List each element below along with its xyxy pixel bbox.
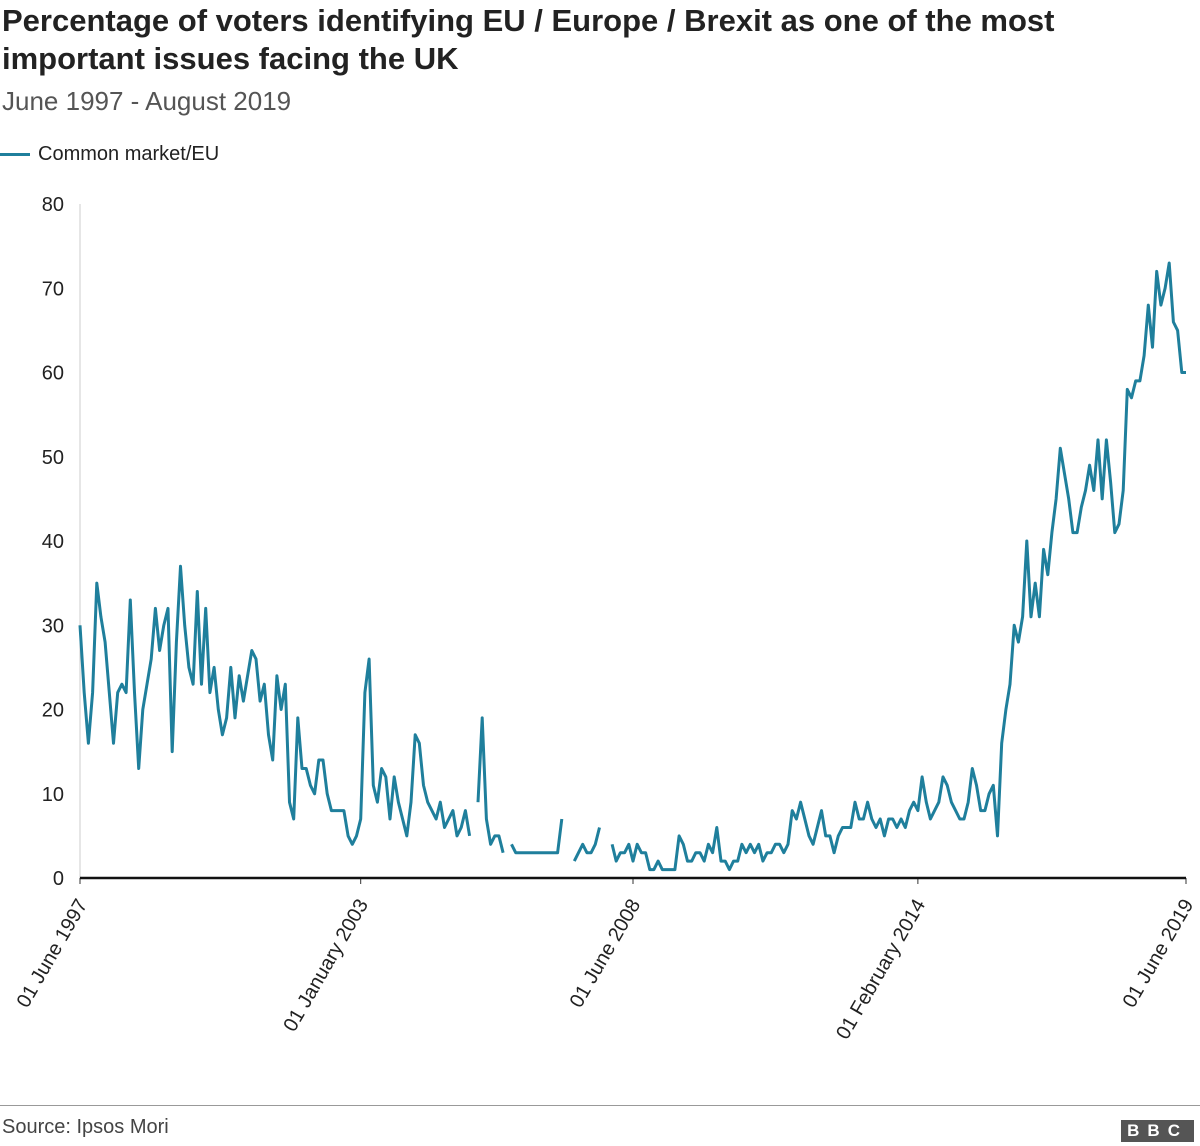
legend-swatch [0, 153, 30, 156]
x-tick-label: 01 June 2008 [566, 896, 646, 1012]
y-tick-label: 50 [42, 447, 64, 469]
y-tick-label: 10 [42, 784, 64, 806]
y-tick-label: 40 [42, 531, 64, 553]
x-tick-label: 01 January 2003 [279, 896, 373, 1036]
x-tick-label: 01 February 2014 [832, 896, 930, 1044]
legend: Common market/EU [0, 143, 219, 166]
y-tick-label: 60 [42, 363, 64, 385]
chart-subtitle: June 1997 - August 2019 [2, 86, 292, 116]
logo: BBC [1121, 1120, 1194, 1142]
footer: Source: Ipsos Mori BBC [0, 1105, 1200, 1142]
data-line [78, 261, 1186, 872]
y-tick-label: 20 [42, 700, 64, 722]
x-tick-label: 01 June 2019 [1119, 896, 1199, 1012]
legend-label: Common market/EU [38, 143, 220, 165]
y-tick-label: 30 [42, 615, 64, 637]
y-tick-label: 80 [42, 194, 64, 216]
y-tick-label: 0 [53, 868, 64, 890]
chart: 0 10 20 30 40 50 60 70 80 01 June 1997 01 January … [13, 194, 1199, 1044]
chart-title: Percentage of voters identifying EU / Eu… [2, 3, 1055, 76]
y-tick-label: 70 [42, 278, 64, 300]
x-tick-label: 01 June 1997 [13, 896, 93, 1012]
source: Source: Ipsos Mori [2, 1116, 169, 1138]
